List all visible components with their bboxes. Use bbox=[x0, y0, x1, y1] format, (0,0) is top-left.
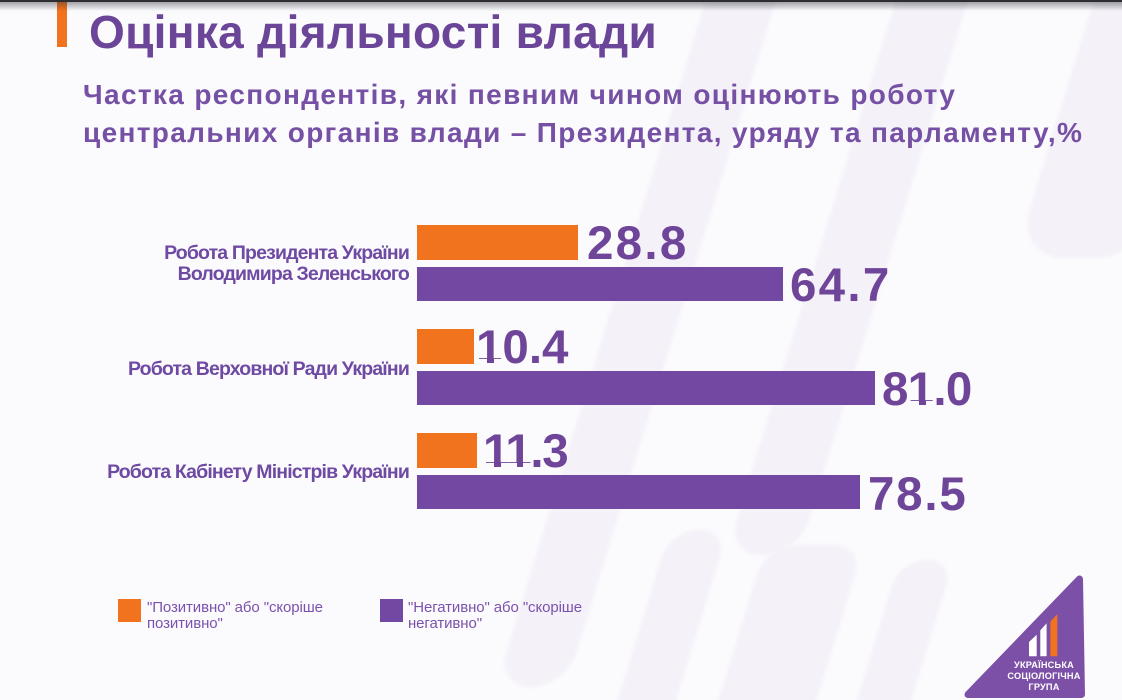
svg-text:СОЦІОЛОГІЧНА: СОЦІОЛОГІЧНА bbox=[1007, 671, 1080, 681]
svg-text:УКРАЇНСЬКА: УКРАЇНСЬКА bbox=[1014, 660, 1074, 670]
svg-text:ГРУПА: ГРУПА bbox=[1028, 682, 1059, 692]
